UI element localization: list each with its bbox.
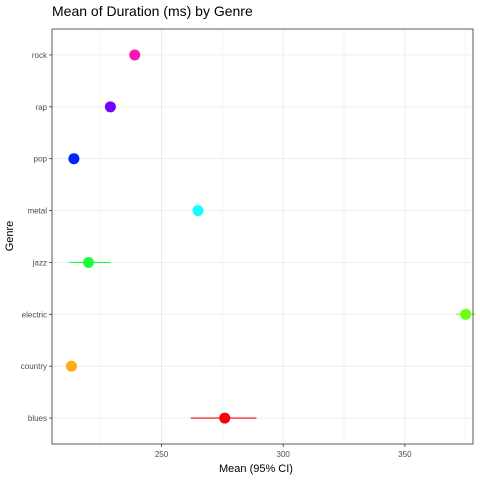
- point-electric: [460, 308, 472, 320]
- panel-border: [51, 28, 474, 445]
- y-tick-label-blues: blues: [28, 414, 47, 423]
- point-rap: [104, 101, 116, 113]
- y-tick-label-rap: rap: [35, 103, 47, 112]
- y-tick-labels: blues country electric jazz metal pop rap rock: [21, 51, 52, 423]
- x-tick-label-300: 300: [277, 450, 291, 459]
- point-jazz: [83, 256, 95, 268]
- y-tick-label-rock: rock: [32, 51, 48, 60]
- x-tick-label-250: 250: [155, 450, 169, 459]
- data-marks: [65, 49, 476, 424]
- grid: [52, 29, 473, 444]
- y-tick-label-country: country: [21, 362, 47, 371]
- y-tick-label-metal: metal: [27, 207, 47, 216]
- y-tick-label-electric: electric: [22, 310, 47, 319]
- point-metal: [192, 205, 204, 217]
- point-pop: [68, 153, 80, 165]
- y-tick-label-pop: pop: [34, 155, 48, 164]
- point-rock: [129, 49, 141, 61]
- x-axis-title: Mean (95% CI): [219, 463, 293, 475]
- point-country: [65, 360, 77, 372]
- x-tick-labels: 250 300 350: [155, 444, 412, 459]
- y-axis-title: Genre: [4, 221, 16, 252]
- point-blues: [219, 412, 231, 424]
- y-tick-label-jazz: jazz: [32, 258, 47, 267]
- x-tick-label-350: 350: [398, 450, 412, 459]
- chart-title: Mean of Duration (ms) by Genre: [52, 3, 253, 19]
